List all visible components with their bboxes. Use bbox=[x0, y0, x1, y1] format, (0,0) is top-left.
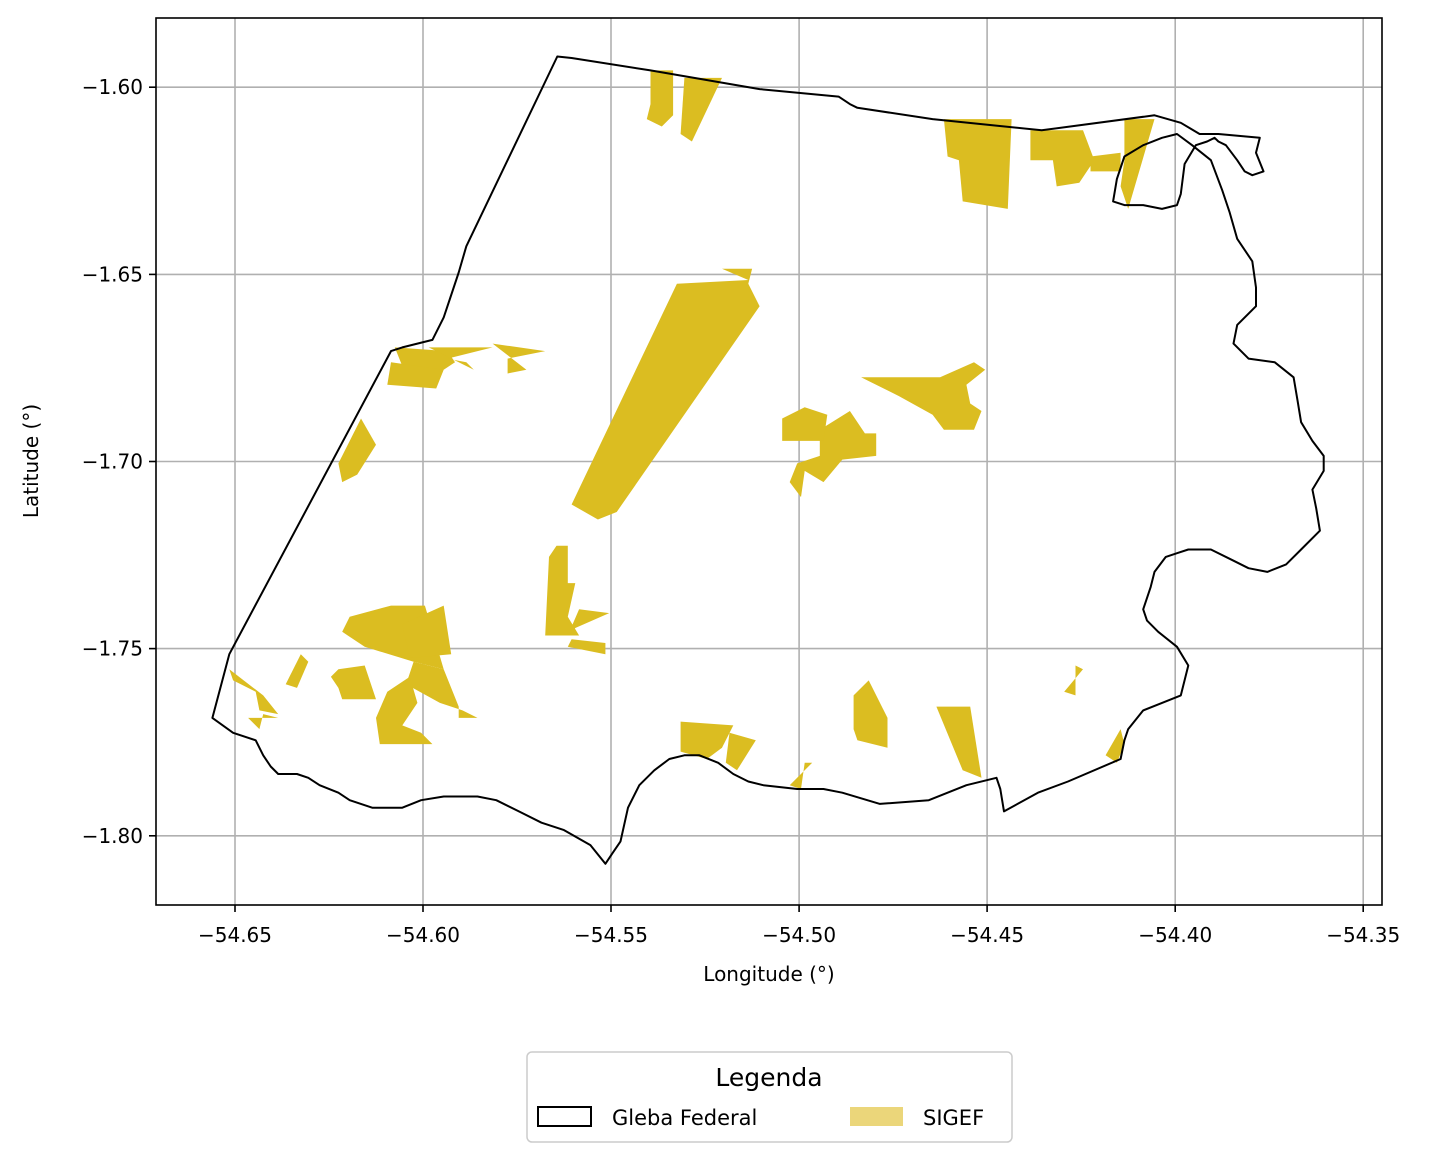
sigef-parcel bbox=[680, 77, 722, 142]
x-tick-label: −54.65 bbox=[198, 923, 272, 947]
x-tick-label: −54.60 bbox=[386, 923, 460, 947]
sigef-parcel bbox=[428, 347, 493, 370]
sigef-parcel bbox=[789, 762, 813, 789]
y-tick-label: −1.65 bbox=[82, 262, 143, 286]
sigef-parcel bbox=[567, 639, 606, 655]
sigef-parcel bbox=[229, 669, 279, 715]
sigef-parcel bbox=[1030, 130, 1095, 187]
x-tick-label: −54.50 bbox=[762, 923, 836, 947]
legend-label-sigef: SIGEF bbox=[923, 1106, 984, 1130]
sigef-parcel bbox=[782, 407, 828, 441]
sigef-parcel bbox=[387, 362, 444, 389]
legend: Legenda Gleba Federal SIGEF bbox=[526, 1051, 1013, 1143]
x-tick-label: −54.35 bbox=[1326, 923, 1400, 947]
sigef-parcel bbox=[853, 680, 888, 748]
sigef-parcel bbox=[285, 654, 309, 688]
sigef-parcel bbox=[943, 119, 1012, 209]
x-tick-label: −54.55 bbox=[574, 923, 648, 947]
sigef-parcel bbox=[571, 268, 760, 520]
legend-swatch-sigef bbox=[850, 1107, 903, 1126]
sigef-parcel bbox=[402, 605, 452, 658]
sigef-parcel bbox=[1105, 729, 1125, 763]
sigef-parcel bbox=[545, 545, 580, 636]
x-axis-title: Longitude (°) bbox=[703, 962, 834, 986]
gleba-federal-boundary bbox=[211, 55, 1325, 865]
sigef-parcel bbox=[406, 661, 478, 718]
sigef-parcel bbox=[861, 362, 986, 430]
sigef-parcel bbox=[725, 732, 756, 771]
legend-title: Legenda bbox=[715, 1063, 822, 1092]
legend-label-gleba-federal: Gleba Federal bbox=[612, 1106, 757, 1130]
sigef-parcel bbox=[248, 714, 279, 730]
grid-lines bbox=[156, 18, 1382, 905]
y-axis-title: Latitude (°) bbox=[19, 404, 43, 518]
sigef-parcel bbox=[567, 609, 610, 636]
x-tick-label: −54.40 bbox=[1138, 923, 1212, 947]
sigef-parcel bbox=[1064, 665, 1083, 696]
y-tick-label: −1.80 bbox=[82, 824, 143, 848]
axis-ticks: −54.65 −54.60 −54.55 −54.50 −54.45 −54.40 −54.… bbox=[82, 75, 1401, 947]
sigef-parcel bbox=[376, 676, 433, 745]
y-tick-label: −1.70 bbox=[82, 450, 143, 474]
legend-swatch-gleba-federal bbox=[537, 1106, 592, 1127]
sigef-parcel bbox=[1090, 152, 1121, 172]
sigef-parcel bbox=[330, 665, 376, 700]
sigef-parcel bbox=[936, 706, 982, 778]
sigef-parcel bbox=[1120, 119, 1155, 209]
sigef-parcels bbox=[229, 70, 1155, 789]
sigef-parcel bbox=[338, 418, 376, 483]
x-tick-label: −54.45 bbox=[950, 923, 1024, 947]
sigef-parcel bbox=[680, 721, 734, 759]
sigef-parcel bbox=[492, 343, 546, 374]
y-tick-label: −1.60 bbox=[82, 75, 143, 99]
y-tick-label: −1.75 bbox=[82, 637, 143, 661]
sigef-parcel bbox=[646, 70, 674, 127]
sigef-parcel bbox=[789, 411, 877, 498]
